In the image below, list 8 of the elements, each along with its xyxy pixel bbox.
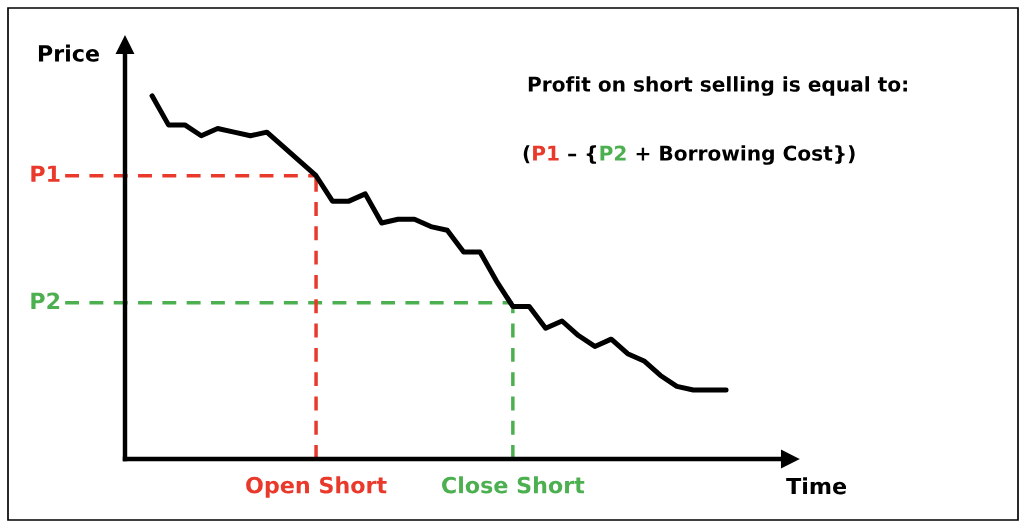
y-axis-title: Price — [38, 44, 99, 62]
annotation: (P1 – {P2 + Borrowing Cost}) — [523, 145, 855, 165]
ref-line-label: P2 — [31, 292, 60, 309]
x-tick-label: Close Short — [442, 476, 585, 494]
x-tick-label: Open Short — [246, 476, 387, 498]
x-axis-title: Time — [786, 477, 847, 495]
ref-line-label: P1 — [31, 165, 60, 182]
annotation: Profit on short selling is equal to: — [528, 76, 907, 96]
